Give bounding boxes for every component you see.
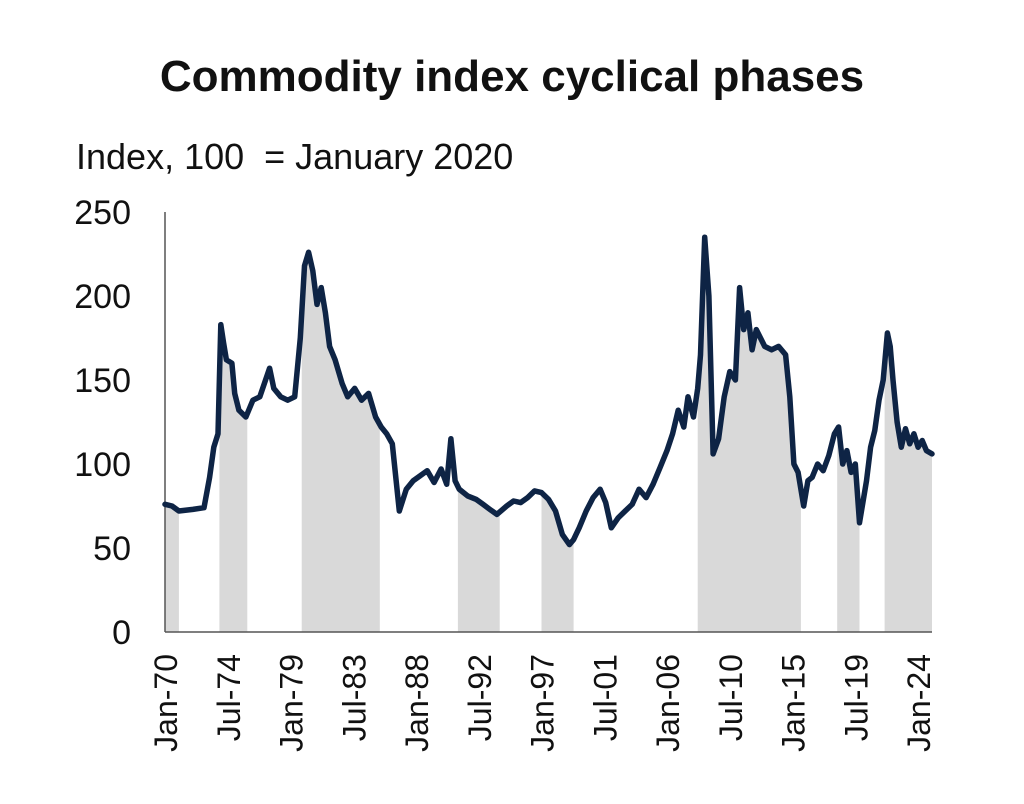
- x-tick-label: Jan-24: [901, 654, 937, 752]
- y-tick-label: 200: [74, 278, 131, 316]
- shaded-period-1: [219, 324, 248, 632]
- x-tick-label: Jul-83: [336, 654, 372, 741]
- x-tick-label: Jul-92: [462, 654, 498, 741]
- x-tick-label: Jul-10: [713, 654, 749, 741]
- x-tick-label: Jan-70: [148, 654, 184, 752]
- y-tick-label: 100: [74, 446, 131, 484]
- shaded-period-5: [697, 237, 801, 632]
- x-tick-label: Jan-06: [650, 654, 686, 752]
- axes: [164, 212, 932, 633]
- x-tick-label: Jan-79: [274, 654, 310, 752]
- y-tick-label: 250: [74, 194, 131, 232]
- x-tick-label: Jan-88: [399, 654, 435, 752]
- series-line-layer: [162, 234, 935, 548]
- y-tick-labels: 0 50 100 150 200 250: [74, 194, 131, 652]
- shaded-period-0: [165, 504, 179, 632]
- shaded-period-2: [301, 252, 380, 633]
- x-tick-label: Jan-15: [776, 654, 812, 752]
- x-tick-label: Jul-19: [838, 654, 874, 741]
- chart-title: Commodity index cyclical phases: [159, 52, 865, 101]
- chart-subtitle: Index, 100 = January 2020: [76, 136, 514, 177]
- x-tick-label: Jan-97: [525, 654, 561, 752]
- shaded-periods: [165, 237, 932, 633]
- shaded-period-7: [884, 333, 932, 632]
- shaded-period-4: [541, 492, 574, 632]
- series-line: [162, 234, 935, 548]
- x-tick-label: Jul-74: [211, 654, 247, 741]
- x-tick-labels: Jan-70 Jul-74 Jan-79 Jul-83 Jan-88 Jul-92 Jan-…: [148, 654, 937, 752]
- y-tick-label: 50: [93, 530, 131, 568]
- y-tick-label: 150: [74, 362, 131, 400]
- shaded-period-3: [457, 486, 500, 632]
- x-tick-label: Jul-01: [587, 654, 623, 741]
- y-tick-label: 0: [112, 614, 131, 652]
